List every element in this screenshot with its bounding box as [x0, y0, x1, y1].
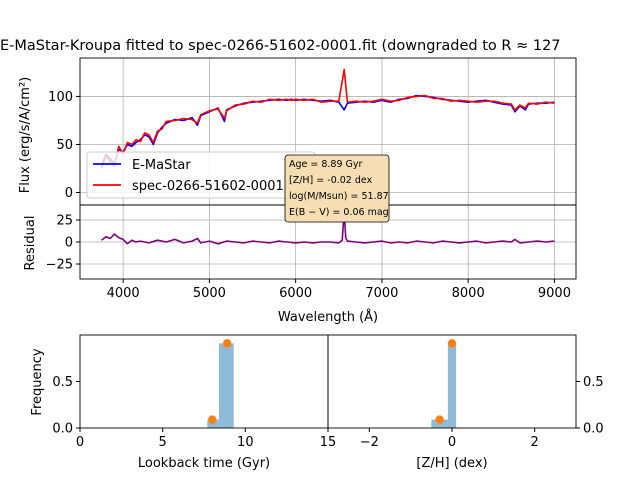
flux-panel: 0 50 100	[48, 57, 577, 206]
metallicity-hist-bar	[447, 343, 457, 428]
residual-ytick-label: 0	[65, 236, 73, 251]
residual-ytick-label: 25	[56, 213, 73, 228]
metallicity-hist-xtick-label: 0	[448, 435, 456, 450]
metallicity-hist-point	[435, 415, 444, 424]
annotation-extinction: E(B − V) = 0.06 mag	[289, 207, 389, 218]
residual-xtick-label: 5000	[193, 286, 226, 301]
chart-title: E-MaStar-Kroupa fitted to spec-0266-5160…	[0, 38, 561, 54]
lookback-xlabel: Lookback time (Gyr)	[138, 456, 270, 471]
wavelength-xlabel: Wavelength (Å)	[278, 309, 378, 325]
frequency-ylabel: Frequency	[30, 348, 45, 415]
age-hist-ytick-label: 0.5	[52, 375, 73, 390]
metallicity-histogram-panel: −2 0 2 0.0 0.5	[327, 334, 604, 450]
metallicity-hist-axes-frame	[327, 334, 577, 429]
flux-series-emastar	[100, 94, 555, 166]
flux-ytick-label: 100	[48, 90, 73, 105]
age-hist-xtick-label: 0	[76, 435, 84, 450]
age-hist-xtick-label: 5	[159, 435, 167, 450]
fit-parameters-box: Age = 8.89 Gyr [Z/H] = -0.02 dex log(M/M…	[284, 154, 390, 223]
residual-xtick-label: 7000	[365, 286, 398, 301]
residual-series	[101, 211, 555, 245]
residual-xtick-label: 9000	[538, 286, 571, 301]
age-hist-point	[222, 339, 232, 348]
residual-ytick-label: −25	[46, 258, 73, 273]
age-histogram-panel: 0 5 10 15 0.0 0.5	[52, 334, 337, 450]
age-hist-xtick-label: 15	[320, 435, 337, 450]
annotation-mass: log(M/Msun) = 51.87	[289, 191, 389, 202]
flux-ytick-label: 0	[65, 186, 73, 201]
age-hist-ytick-label: 0.0	[52, 422, 73, 437]
legend-label-spectrum: spec-0266-51602-0001.fit	[132, 179, 301, 194]
age-hist-bar	[218, 343, 234, 428]
metallicity-hist-point	[447, 339, 457, 348]
age-hist-point	[208, 415, 217, 424]
residual-xtick-label: 4000	[107, 286, 140, 301]
residual-panel: 4000 5000 6000 7000 8000 9000 −25 0 25	[46, 204, 577, 301]
residual-xtick-label: 6000	[279, 286, 312, 301]
residual-ylabel: Residual	[23, 216, 38, 271]
legend: E-MaStar spec-0266-51602-0001.fit	[86, 151, 316, 199]
metallicity-hist-xtick-label: −2	[360, 435, 379, 450]
metallicity-hist-ytick-label: 0.0	[583, 422, 604, 437]
annotation-background	[284, 154, 390, 223]
metallicity-hist-ytick-label: 0.5	[583, 375, 604, 390]
age-hist-axes-frame	[79, 334, 329, 429]
age-hist-xtick-label: 10	[237, 435, 254, 450]
metallicity-hist-xtick-label: 2	[531, 435, 539, 450]
flux-series-spectrum	[100, 68, 555, 169]
legend-label-emastar: E-MaStar	[132, 158, 191, 173]
residual-xtick-label: 8000	[452, 286, 485, 301]
age-hist-bar	[207, 419, 219, 428]
annotation-metallicity: [Z/H] = -0.02 dex	[289, 175, 373, 186]
annotation-age: Age = 8.89 Gyr	[289, 159, 363, 170]
flux-ytick-label: 50	[56, 138, 73, 153]
flux-ylabel: Flux (erg/s/A/cm²)	[18, 77, 33, 194]
metallicity-xlabel: [Z/H] (dex)	[416, 456, 487, 471]
